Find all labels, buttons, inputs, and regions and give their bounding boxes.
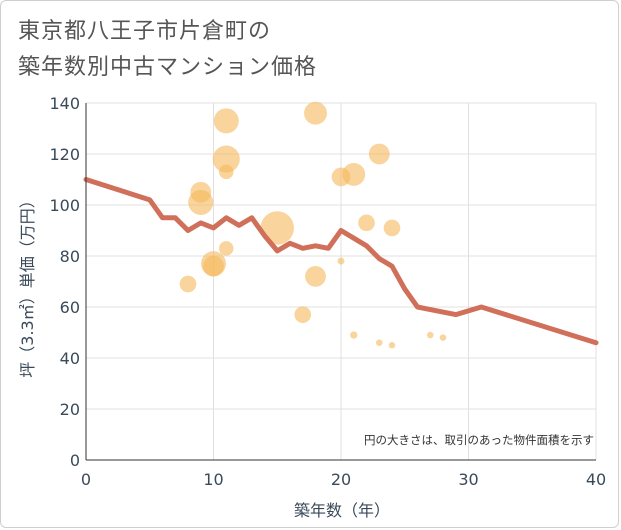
bubble-point-20 (383, 219, 401, 237)
y-tick-label-40: 40 (60, 349, 80, 368)
y-tick-label-80: 80 (60, 247, 80, 266)
x-tick-label-30: 30 (458, 470, 478, 489)
bubble-point-22 (426, 331, 434, 339)
bubble-point-14 (337, 257, 345, 265)
average-price-line (83, 177, 599, 346)
chart-title-line1: 東京都八王子市片倉町の (18, 19, 272, 44)
x-tick-label-0: 0 (81, 470, 91, 489)
x-tick-label-40: 40 (586, 470, 606, 489)
tick-labels: 0 20 40 60 80 100 120 140 0 10 20 30 40 (49, 94, 606, 489)
bubble-point-9 (260, 211, 294, 245)
grid-lines (85, 102, 597, 461)
y-axis-title: 坪（3.3㎡）単価（万円） (18, 192, 37, 377)
y-tick-label-120: 120 (49, 145, 80, 164)
bubble-point-2 (188, 189, 214, 215)
bubble-point-0 (179, 275, 197, 293)
average-line-group (83, 177, 599, 346)
bubble-point-5 (213, 108, 239, 134)
bubble-point-7 (219, 164, 234, 180)
x-tick-label-10: 10 (203, 470, 223, 489)
y-tick-label-60: 60 (60, 298, 80, 317)
bubble-point-10 (294, 306, 312, 323)
bubble-point-17 (358, 214, 375, 232)
y-tick-label-0: 0 (70, 451, 80, 470)
y-tick-label-20: 20 (60, 400, 80, 419)
bubble-point-16 (350, 331, 358, 339)
y-tick-label-140: 140 (49, 94, 80, 113)
bubble-point-12 (305, 266, 326, 287)
axes (85, 103, 596, 461)
bubble-point-15 (342, 162, 366, 186)
bubble-series (179, 101, 447, 349)
x-axis-title: 築年数（年） (294, 501, 390, 520)
chart-title-line2: 築年数別中古マンション価格 (18, 55, 318, 80)
bubble-point-21 (388, 341, 396, 349)
bubble-point-4 (203, 255, 224, 277)
bubble-point-8 (219, 241, 234, 256)
chart-title: 東京都八王子市片倉町の 築年数別中古マンション価格 (18, 14, 578, 86)
bubble-point-23 (439, 334, 447, 341)
bubble-point-18 (368, 143, 390, 165)
y-tick-label-100: 100 (49, 196, 80, 215)
bubble-point-19 (375, 339, 383, 346)
bubble-size-note: 円の大きさは、取引のあった物件面積を示す (364, 433, 594, 447)
bubble-point-11 (304, 101, 327, 125)
x-tick-label-20: 20 (331, 470, 351, 489)
bubble-point-6 (212, 145, 240, 173)
